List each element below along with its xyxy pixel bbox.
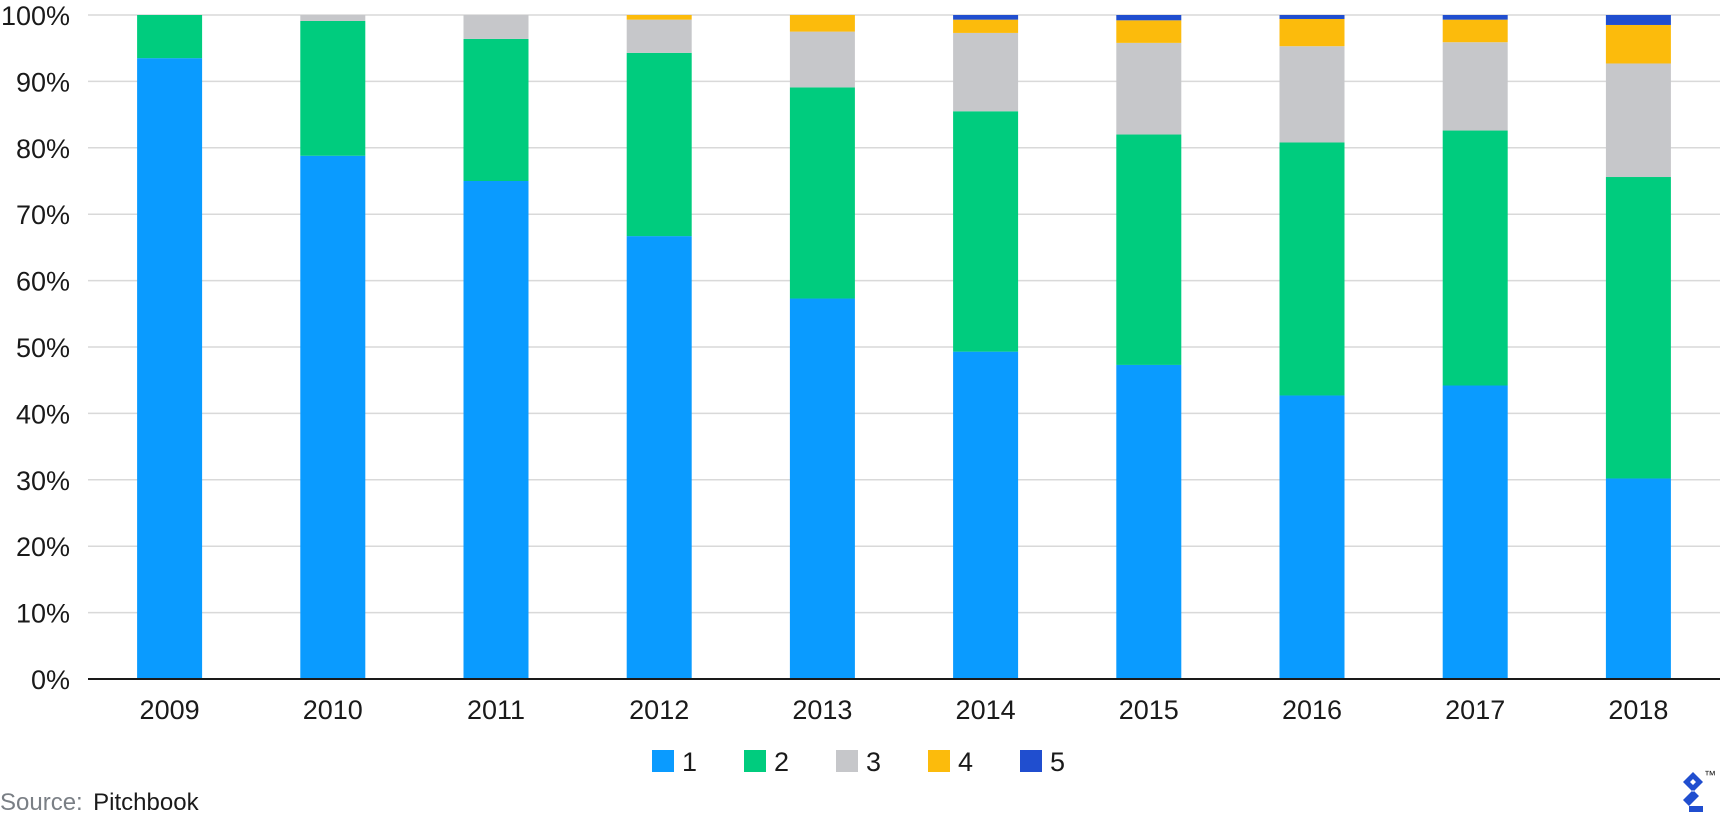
- legend-swatch-series-4: [928, 750, 950, 772]
- legend-swatch-series-3: [836, 750, 858, 772]
- x-tick-label: 2014: [956, 695, 1016, 725]
- y-tick-label: 20%: [16, 532, 70, 562]
- bar-segment-series-4-2014: [953, 19, 1019, 33]
- axes: 0% 10% 20% 30% 40% 50% 60% 70% 80% 90% 100% 2009 201…: [1, 1, 1720, 725]
- x-tick-label: 2013: [792, 695, 852, 725]
- bar-segment-series-2-2017: [1442, 130, 1508, 386]
- y-tick-label: 50%: [16, 333, 70, 363]
- bar-segment-series-4-2013: [789, 15, 855, 32]
- bar-segment-series-3-2018: [1605, 63, 1671, 178]
- bar-segment-series-2-2009: [137, 15, 203, 59]
- bar-segment-series-2-2016: [1279, 142, 1345, 396]
- bar-segment-series-1-2017: [1442, 385, 1508, 679]
- bar-segment-series-4-2017: [1442, 19, 1508, 43]
- y-tick-label: 10%: [16, 599, 70, 629]
- bar-segment-series-3-2013: [789, 31, 855, 88]
- legend-swatch-series-1: [652, 750, 674, 772]
- legend-label-series-5: 5: [1050, 747, 1065, 777]
- bar-segment-series-4-2012: [626, 15, 692, 20]
- y-tick-label: 60%: [16, 267, 70, 297]
- source-name-text: Pitchbook: [93, 789, 199, 816]
- bar-segment-series-5-2015: [1116, 15, 1182, 21]
- bar-segment-series-4-2015: [1116, 20, 1182, 43]
- x-tick-label: 2012: [629, 695, 689, 725]
- bar-segment-series-5-2014: [953, 15, 1019, 20]
- trademark-mark: ™: [1704, 768, 1716, 782]
- bar-segment-series-3-2014: [953, 32, 1019, 112]
- source-prefix-text: Source:: [0, 789, 83, 816]
- y-tick-label: 90%: [16, 67, 70, 97]
- bar-segment-series-4-2016: [1279, 18, 1345, 47]
- x-tick-label: 2010: [303, 695, 363, 725]
- x-tick-label: 2009: [140, 695, 200, 725]
- bar-segment-series-1-2014: [953, 351, 1019, 679]
- bar-segment-series-1-2013: [789, 298, 855, 679]
- bar-segment-series-5-2017: [1442, 15, 1508, 20]
- bar-segment-series-2-2013: [789, 87, 855, 299]
- bar-segment-series-1-2016: [1279, 395, 1345, 679]
- bar-segment-series-3-2017: [1442, 42, 1508, 131]
- bar-segment-series-3-2015: [1116, 42, 1182, 135]
- y-tick-label: 40%: [16, 399, 70, 429]
- bar-segment-series-1-2015: [1116, 364, 1182, 679]
- y-tick-label: 100%: [1, 1, 70, 31]
- x-tick-label: 2015: [1119, 695, 1179, 725]
- y-tick-label: 30%: [16, 466, 70, 496]
- logo-mark-shape: [1683, 772, 1703, 812]
- legend-swatch-series-2: [744, 750, 766, 772]
- legend-label-series-2: 2: [774, 747, 789, 777]
- bar-segment-series-2-2014: [953, 111, 1019, 352]
- legend: 1 2 3 4 5: [652, 747, 1065, 777]
- legend-label-series-4: 4: [958, 747, 973, 777]
- toptal-logo-icon: ™: [1683, 768, 1716, 812]
- x-tick-label: 2011: [467, 695, 525, 725]
- x-tick-label: 2016: [1282, 695, 1342, 725]
- bar-segment-series-1-2018: [1605, 478, 1671, 679]
- x-tick-label: 2018: [1608, 695, 1668, 725]
- y-tick-label: 70%: [16, 200, 70, 230]
- y-tick-label: 0%: [31, 665, 70, 695]
- bars: [137, 15, 1671, 680]
- bar-segment-series-2-2012: [626, 52, 692, 237]
- bar-segment-series-5-2018: [1605, 15, 1671, 25]
- bar-segment-series-1-2011: [463, 181, 529, 679]
- bar-segment-series-3-2011: [463, 15, 529, 39]
- bar-segment-series-5-2016: [1279, 15, 1345, 19]
- bar-segment-series-2-2018: [1605, 177, 1671, 479]
- y-tick-label: 80%: [16, 134, 70, 164]
- legend-label-series-3: 3: [866, 747, 881, 777]
- x-tick-label: 2017: [1445, 695, 1505, 725]
- bar-segment-series-3-2016: [1279, 46, 1345, 143]
- bar-segment-series-2-2015: [1116, 134, 1182, 365]
- legend-swatch-series-5: [1020, 750, 1042, 772]
- bar-segment-series-4-2018: [1605, 24, 1671, 64]
- bar-segment-series-1-2010: [300, 155, 366, 679]
- legend-label-series-1: 1: [682, 747, 697, 777]
- source-prefix: Source: Pitchbook: [0, 789, 200, 816]
- source-note: Source: Pitchbook: [0, 789, 200, 816]
- bar-segment-series-2-2011: [463, 38, 529, 182]
- bar-segment-series-1-2012: [626, 236, 692, 679]
- bar-segment-series-2-2010: [300, 20, 366, 156]
- bar-segment-series-3-2012: [626, 19, 692, 53]
- bar-segment-series-1-2009: [137, 58, 203, 680]
- bar-segment-series-3-2010: [300, 15, 366, 21]
